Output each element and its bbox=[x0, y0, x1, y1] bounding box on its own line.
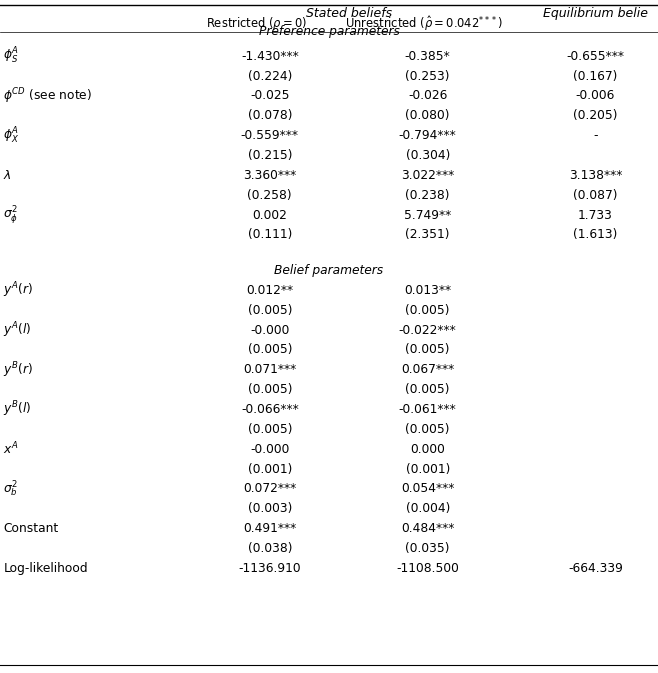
Text: Preference parameters: Preference parameters bbox=[259, 25, 399, 38]
Text: (0.038): (0.038) bbox=[247, 542, 292, 555]
Text: 0.071***: 0.071*** bbox=[243, 363, 296, 376]
Text: (1.613): (1.613) bbox=[573, 228, 618, 242]
Text: 3.138***: 3.138*** bbox=[569, 169, 622, 182]
Text: 1.733: 1.733 bbox=[578, 209, 613, 221]
Text: Equilibrium belie: Equilibrium belie bbox=[543, 7, 648, 20]
Text: -0.794***: -0.794*** bbox=[399, 129, 457, 142]
Text: -1136.910: -1136.910 bbox=[238, 562, 301, 575]
Text: -0.385*: -0.385* bbox=[405, 50, 451, 63]
Text: (2.351): (2.351) bbox=[405, 228, 450, 242]
Text: -0.559***: -0.559*** bbox=[241, 129, 299, 142]
Text: -664.339: -664.339 bbox=[568, 562, 623, 575]
Text: Belief parameters: Belief parameters bbox=[274, 264, 384, 277]
Text: (0.238): (0.238) bbox=[405, 188, 450, 202]
Text: (0.005): (0.005) bbox=[247, 304, 292, 317]
Text: 0.002: 0.002 bbox=[252, 209, 288, 221]
Text: -0.022***: -0.022*** bbox=[399, 324, 457, 336]
Text: 0.484***: 0.484*** bbox=[401, 522, 455, 535]
Text: (0.005): (0.005) bbox=[405, 343, 450, 357]
Text: -0.006: -0.006 bbox=[576, 90, 615, 102]
Text: (0.001): (0.001) bbox=[247, 462, 292, 476]
Text: (0.224): (0.224) bbox=[247, 69, 292, 83]
Text: -: - bbox=[594, 129, 597, 142]
Text: Unrestricted ($\hat{\rho} = 0.042^{***}$): Unrestricted ($\hat{\rho} = 0.042^{***}$… bbox=[345, 14, 503, 33]
Text: -1.430***: -1.430*** bbox=[241, 50, 299, 63]
Text: -0.655***: -0.655*** bbox=[567, 50, 624, 63]
Text: $y^A(l)$: $y^A(l)$ bbox=[3, 320, 32, 340]
Text: (0.258): (0.258) bbox=[247, 188, 292, 202]
Text: $\sigma^2_b$: $\sigma^2_b$ bbox=[3, 479, 18, 499]
Text: -0.066***: -0.066*** bbox=[241, 403, 299, 416]
Text: $\phi^A_S$: $\phi^A_S$ bbox=[3, 46, 20, 66]
Text: -0.025: -0.025 bbox=[250, 90, 290, 102]
Text: (0.167): (0.167) bbox=[573, 69, 618, 83]
Text: $y^B(r)$: $y^B(r)$ bbox=[3, 360, 33, 380]
Text: $y^A(r)$: $y^A(r)$ bbox=[3, 281, 33, 300]
Text: Stated beliefs: Stated beliefs bbox=[306, 7, 392, 20]
Text: $\phi^{CD}$ (see note): $\phi^{CD}$ (see note) bbox=[3, 86, 92, 106]
Text: (0.087): (0.087) bbox=[573, 188, 618, 202]
Text: (0.111): (0.111) bbox=[247, 228, 292, 242]
Text: 0.072***: 0.072*** bbox=[243, 483, 296, 495]
Text: -0.000: -0.000 bbox=[250, 324, 290, 336]
Text: Restricted ($\rho = 0$): Restricted ($\rho = 0$) bbox=[206, 15, 307, 32]
Text: $\sigma^2_\phi$: $\sigma^2_\phi$ bbox=[3, 204, 18, 226]
Text: (0.005): (0.005) bbox=[247, 383, 292, 396]
Text: (0.001): (0.001) bbox=[405, 462, 450, 476]
Text: (0.005): (0.005) bbox=[247, 423, 292, 436]
Text: (0.035): (0.035) bbox=[405, 542, 450, 555]
Text: -0.026: -0.026 bbox=[408, 90, 447, 102]
Text: (0.253): (0.253) bbox=[405, 69, 450, 83]
Text: -1108.500: -1108.500 bbox=[396, 562, 459, 575]
Text: -0.000: -0.000 bbox=[250, 443, 290, 456]
Text: (0.005): (0.005) bbox=[405, 304, 450, 317]
Text: $\lambda$: $\lambda$ bbox=[3, 169, 12, 182]
Text: (0.005): (0.005) bbox=[405, 383, 450, 396]
Text: (0.003): (0.003) bbox=[247, 502, 292, 516]
Text: (0.205): (0.205) bbox=[573, 109, 618, 122]
Text: (0.080): (0.080) bbox=[405, 109, 450, 122]
Text: -0.061***: -0.061*** bbox=[399, 403, 457, 416]
Text: (0.304): (0.304) bbox=[405, 149, 450, 162]
Text: $\phi^A_X$: $\phi^A_X$ bbox=[3, 126, 20, 145]
Text: 0.013**: 0.013** bbox=[404, 284, 451, 297]
Text: 0.067***: 0.067*** bbox=[401, 363, 454, 376]
Text: 0.012**: 0.012** bbox=[246, 284, 293, 297]
Text: $y^B(l)$: $y^B(l)$ bbox=[3, 400, 32, 419]
Text: 5.749**: 5.749** bbox=[404, 209, 451, 221]
Text: 0.000: 0.000 bbox=[410, 443, 445, 456]
Text: (0.004): (0.004) bbox=[405, 502, 450, 516]
Text: Log-likelihood: Log-likelihood bbox=[3, 562, 88, 575]
Text: (0.005): (0.005) bbox=[405, 423, 450, 436]
Text: 0.054***: 0.054*** bbox=[401, 483, 455, 495]
Text: (0.005): (0.005) bbox=[247, 343, 292, 357]
Text: $x^A$: $x^A$ bbox=[3, 441, 18, 458]
Text: 3.360***: 3.360*** bbox=[243, 169, 296, 182]
Text: 0.491***: 0.491*** bbox=[243, 522, 296, 535]
Text: (0.215): (0.215) bbox=[247, 149, 292, 162]
Text: Constant: Constant bbox=[3, 522, 59, 535]
Text: (0.078): (0.078) bbox=[247, 109, 292, 122]
Text: 3.022***: 3.022*** bbox=[401, 169, 454, 182]
